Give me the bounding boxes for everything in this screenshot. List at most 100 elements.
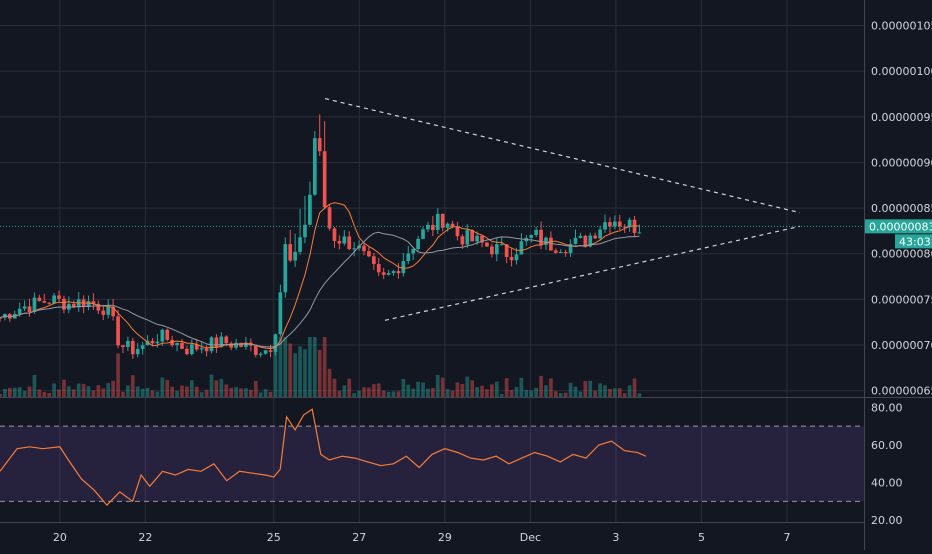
candle-body <box>578 235 583 238</box>
volume-bar <box>593 390 598 397</box>
candle-body <box>416 238 420 250</box>
volume-bar <box>239 388 243 397</box>
volume-bar <box>534 387 538 397</box>
candle-body <box>455 226 460 237</box>
volume-bar <box>494 381 499 397</box>
candle-body <box>145 340 150 346</box>
volume-bar <box>362 387 366 397</box>
candle-body <box>312 138 317 195</box>
candle-body <box>116 316 120 346</box>
volume-bar <box>32 374 37 397</box>
volume-bar <box>135 386 140 397</box>
candle-body <box>514 254 519 261</box>
volume-bar <box>91 390 96 397</box>
volume-bar <box>62 379 66 397</box>
price-tick-label: 0.00000100 <box>871 65 932 78</box>
time-axis[interactable]: 20 22 25 27 29 Dec 3 5 7 <box>53 531 791 544</box>
volume-bar <box>27 386 32 397</box>
volume-bar <box>298 346 302 397</box>
volume-bar <box>0 393 2 397</box>
candle-body <box>194 344 199 350</box>
volume-bar <box>37 389 42 397</box>
candle-body <box>170 339 175 346</box>
volume-bar <box>332 378 337 397</box>
volume-bar <box>126 385 130 397</box>
candle-body <box>431 224 435 230</box>
volume-bar <box>504 378 509 397</box>
volume-bars <box>0 337 642 397</box>
volume-bar <box>568 382 573 397</box>
triangle-trendlines[interactable] <box>324 97 800 321</box>
candle-body <box>608 222 612 227</box>
rsi-axis[interactable]: 80.00 60.00 40.00 20.00 <box>871 401 903 527</box>
candle-body <box>268 350 273 352</box>
volume-bar <box>440 377 445 397</box>
volume-bar <box>67 386 71 397</box>
candle-body <box>86 301 91 308</box>
candle-body <box>519 241 524 255</box>
candle-body <box>0 317 2 319</box>
volume-bar <box>524 389 529 397</box>
candle-body <box>367 251 371 257</box>
volume-bar <box>411 388 416 397</box>
volume-bar <box>57 389 61 397</box>
candle-body <box>91 301 96 304</box>
candle-body <box>7 314 12 319</box>
candle-body <box>558 252 563 254</box>
rsi-tick-label: 80.00 <box>871 401 903 414</box>
volume-bar <box>209 374 214 397</box>
volume-bar <box>165 379 170 397</box>
trendline-upper <box>324 97 800 214</box>
volume-bar <box>460 384 465 397</box>
candle-body <box>460 236 465 245</box>
candle-body <box>485 242 489 247</box>
volume-bar <box>617 388 622 397</box>
candle-body <box>189 344 194 355</box>
volume-bar <box>81 383 86 397</box>
candle-body <box>140 345 145 349</box>
candle-body <box>583 235 588 247</box>
candle-body <box>106 306 111 315</box>
volume-bar <box>563 392 568 397</box>
volume-bar <box>352 393 356 397</box>
price-tick-label: 0.00000075 <box>871 293 932 306</box>
volume-bar <box>637 393 642 397</box>
candle-body <box>381 272 386 275</box>
rsi-band <box>0 426 864 502</box>
candle-body <box>185 348 189 355</box>
candle-body <box>258 353 263 355</box>
volume-bar <box>583 381 588 397</box>
volume-bar <box>293 353 297 397</box>
candle-body <box>549 237 553 251</box>
volume-bar <box>116 353 120 397</box>
price-axis[interactable]: 0.00000105 0.00000100 0.00000095 0.00000090… <box>871 20 932 398</box>
volume-bar <box>244 388 248 397</box>
volume-bar <box>529 390 534 397</box>
volume-bar <box>391 391 396 397</box>
volume-bar <box>180 385 184 397</box>
volume-bar <box>371 384 376 397</box>
price-tick-label: 0.00000080 <box>871 248 932 261</box>
candle-body <box>480 235 484 243</box>
candle-body <box>47 302 52 304</box>
volume-bar <box>386 391 391 397</box>
candle-body <box>317 138 322 152</box>
candle-body <box>470 230 475 242</box>
candle-body <box>613 221 617 227</box>
candle-body <box>204 348 209 352</box>
candle-body <box>180 342 184 349</box>
volume-bar <box>435 374 440 397</box>
candle-body <box>62 298 66 310</box>
volume-bar <box>160 377 165 397</box>
candle-body <box>617 221 622 227</box>
volume-bar <box>317 349 322 397</box>
candle-body <box>327 207 332 229</box>
candle-body <box>71 303 76 308</box>
candle-body <box>426 224 430 230</box>
volume-bar <box>7 387 12 397</box>
candle-body <box>32 297 37 313</box>
volume-bar <box>558 393 563 397</box>
